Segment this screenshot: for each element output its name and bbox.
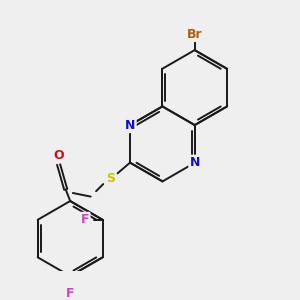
Text: F: F xyxy=(81,213,89,226)
Text: N: N xyxy=(190,156,200,169)
Text: Br: Br xyxy=(187,28,203,40)
Text: N: N xyxy=(125,118,135,132)
Text: O: O xyxy=(53,149,64,162)
Text: S: S xyxy=(106,172,115,185)
Text: F: F xyxy=(66,287,74,300)
